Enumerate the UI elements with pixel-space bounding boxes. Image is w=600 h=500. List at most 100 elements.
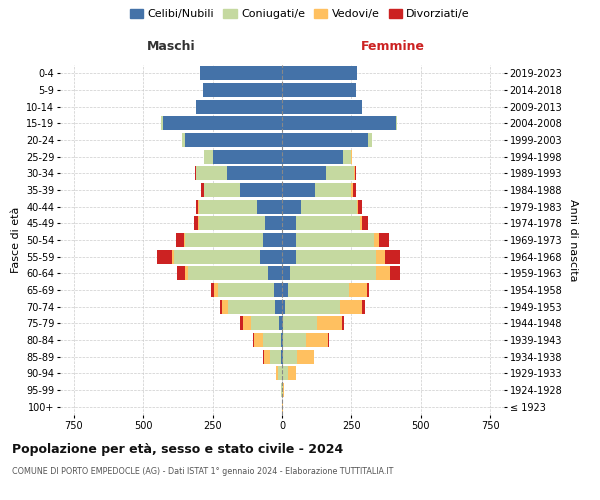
Text: Popolazione per età, sesso e stato civile - 2024: Popolazione per età, sesso e stato civil… — [12, 442, 343, 456]
Bar — [282, 250, 296, 264]
Bar — [275, 300, 282, 314]
Bar — [282, 316, 283, 330]
Bar — [185, 133, 282, 147]
Bar — [253, 333, 254, 347]
Bar — [282, 216, 296, 230]
Bar — [214, 283, 218, 297]
Bar — [374, 233, 379, 247]
Bar — [376, 250, 385, 264]
Bar — [282, 116, 396, 130]
Bar — [287, 283, 349, 297]
Bar — [204, 150, 212, 164]
Bar — [279, 316, 282, 330]
Bar — [282, 300, 285, 314]
Bar — [282, 283, 287, 297]
Bar — [296, 250, 376, 264]
Bar — [296, 233, 374, 247]
Bar — [268, 266, 282, 280]
Bar — [282, 350, 283, 364]
Bar — [174, 250, 260, 264]
Bar — [340, 300, 362, 314]
Bar — [285, 300, 340, 314]
Bar — [257, 200, 282, 214]
Bar — [185, 233, 263, 247]
Bar — [396, 116, 397, 130]
Bar — [385, 250, 400, 264]
Bar — [283, 383, 284, 397]
Bar — [357, 200, 358, 214]
Bar — [353, 183, 356, 197]
Bar — [368, 133, 372, 147]
Bar — [297, 350, 314, 364]
Bar — [301, 200, 357, 214]
Bar — [241, 183, 282, 197]
Bar — [251, 316, 279, 330]
Bar — [194, 166, 196, 180]
Bar — [296, 216, 360, 230]
Bar — [201, 183, 204, 197]
Bar — [326, 166, 354, 180]
Bar — [376, 266, 390, 280]
Bar — [305, 333, 328, 347]
Bar — [212, 150, 282, 164]
Bar — [282, 200, 301, 214]
Bar — [352, 183, 353, 197]
Bar — [283, 333, 305, 347]
Bar — [218, 283, 274, 297]
Bar — [282, 100, 362, 114]
Bar — [355, 166, 356, 180]
Bar — [243, 316, 251, 330]
Bar — [220, 300, 223, 314]
Bar — [283, 316, 317, 330]
Bar — [390, 266, 400, 280]
Bar — [163, 116, 282, 130]
Bar — [290, 266, 376, 280]
Bar — [343, 150, 352, 164]
Bar — [223, 300, 228, 314]
Bar — [282, 266, 290, 280]
Text: COMUNE DI PORTO EMPEDOCLE (AG) - Dati ISTAT 1° gennaio 2024 - Elaborazione TUTTI: COMUNE DI PORTO EMPEDOCLE (AG) - Dati IS… — [12, 468, 394, 476]
Bar — [199, 200, 257, 214]
Bar — [199, 216, 265, 230]
Bar — [316, 183, 352, 197]
Bar — [282, 83, 356, 97]
Bar — [176, 233, 184, 247]
Bar — [269, 350, 281, 364]
Y-axis label: Anni di nascita: Anni di nascita — [568, 198, 578, 281]
Y-axis label: Fasce di età: Fasce di età — [11, 207, 20, 273]
Bar — [328, 333, 329, 347]
Bar — [341, 316, 344, 330]
Bar — [241, 316, 243, 330]
Bar — [196, 200, 199, 214]
Bar — [281, 350, 282, 364]
Bar — [185, 266, 188, 280]
Bar — [282, 366, 287, 380]
Bar — [281, 333, 282, 347]
Bar — [379, 233, 389, 247]
Bar — [287, 366, 296, 380]
Text: Maschi: Maschi — [146, 40, 196, 52]
Bar — [176, 266, 185, 280]
Bar — [282, 66, 357, 80]
Bar — [362, 216, 368, 230]
Bar — [196, 100, 282, 114]
Bar — [282, 333, 283, 347]
Bar — [254, 333, 263, 347]
Bar — [264, 350, 269, 364]
Bar — [227, 166, 282, 180]
Bar — [282, 150, 343, 164]
Text: Femmine: Femmine — [361, 40, 425, 52]
Bar — [282, 133, 368, 147]
Bar — [362, 300, 365, 314]
Bar — [188, 266, 268, 280]
Bar — [157, 250, 172, 264]
Bar — [274, 283, 282, 297]
Bar — [263, 333, 281, 347]
Bar — [211, 283, 214, 297]
Bar — [200, 66, 282, 80]
Bar — [228, 300, 275, 314]
Bar — [265, 216, 282, 230]
Bar — [282, 183, 316, 197]
Bar — [283, 350, 297, 364]
Bar — [282, 166, 326, 180]
